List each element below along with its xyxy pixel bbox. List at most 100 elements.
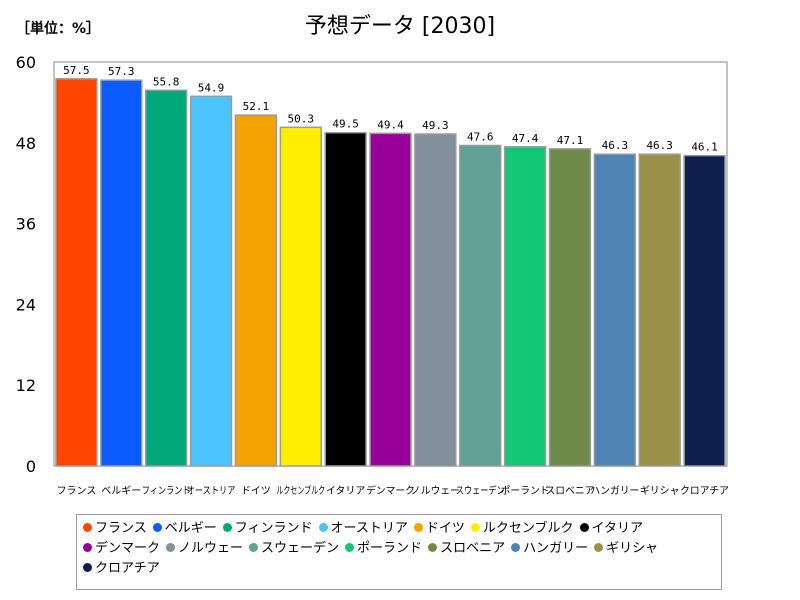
bar xyxy=(100,79,143,467)
bar xyxy=(503,146,547,467)
y-tick-label: 0 xyxy=(26,457,36,476)
legend-item: スロベニア xyxy=(428,539,505,559)
legend-marker xyxy=(579,523,589,532)
bar xyxy=(279,126,322,467)
bar-series xyxy=(55,78,726,467)
legend-item: スウェーデン xyxy=(249,539,339,559)
legend-label: ベルギー xyxy=(164,521,217,536)
y-tick-label: 48 xyxy=(16,134,36,153)
bar xyxy=(189,95,233,467)
legend-item: イタリア xyxy=(579,519,643,539)
bar-chart: 0 12 24 36 48 60 57.5 57.3 55.8 54.9 52.1 50.3 49.5… xyxy=(16,53,729,497)
data-label: 55.8 xyxy=(153,75,180,88)
x-tick-label: イタリア xyxy=(326,485,366,497)
legend-item: フィンランド xyxy=(222,519,313,539)
legend-item: デンマーク xyxy=(83,539,160,559)
legend-label: ポーランド xyxy=(357,541,423,556)
legend-marker xyxy=(83,563,92,572)
legend-label: ドイツ xyxy=(425,521,465,536)
bar xyxy=(683,154,726,467)
legend-label: スロベニア xyxy=(440,541,506,556)
legend-marker xyxy=(511,543,521,552)
data-label: 46.1 xyxy=(691,141,718,154)
legend-marker xyxy=(470,523,480,532)
legend-label: フィンランド xyxy=(234,521,313,536)
bar xyxy=(548,148,592,467)
legend-item: ルクセンブルク xyxy=(470,519,574,539)
unit-label: ［単位：%］ xyxy=(16,21,101,37)
x-tick-label: デンマーク xyxy=(366,484,415,497)
legend-marker xyxy=(594,543,604,552)
x-tick-label: ポーランド xyxy=(501,485,550,497)
legend-label: ギリシャ xyxy=(606,541,659,556)
data-label: 47.6 xyxy=(467,130,494,143)
bar xyxy=(414,133,457,467)
data-label: 54.9 xyxy=(198,81,225,94)
legend-item: ベルギー xyxy=(152,519,217,539)
legend-marker xyxy=(345,543,355,552)
bar xyxy=(234,114,278,467)
legend-marker xyxy=(222,523,232,532)
legend-label: クロアチア xyxy=(95,561,160,576)
data-label: 49.4 xyxy=(377,118,404,131)
x-tick-label: ルクセンブルク xyxy=(276,484,325,497)
x-tick-label: フランス xyxy=(57,485,97,497)
x-tick-label: ベルギー xyxy=(101,485,141,497)
legend-item: ノルウェー xyxy=(166,539,243,559)
legend-label: ルクセンブルク xyxy=(482,521,574,536)
legend-label: デンマーク xyxy=(95,541,161,556)
chart-title: 予想データ [2030] xyxy=(304,14,496,39)
x-tick-label: ドイツ xyxy=(241,486,271,497)
data-label: 57.3 xyxy=(108,65,135,78)
data-label: 50.3 xyxy=(288,112,315,125)
legend-marker xyxy=(413,523,423,532)
x-tick-label: ギリシャ xyxy=(640,485,680,497)
legend-marker xyxy=(318,523,328,532)
bar xyxy=(144,89,188,467)
legend-marker xyxy=(249,543,259,552)
legend-item: ギリシャ xyxy=(594,539,658,559)
legend-item: ドイツ xyxy=(413,519,465,539)
legend-label: ノルウェー xyxy=(178,541,244,556)
x-tick-label: クロアチア xyxy=(680,485,729,497)
bar xyxy=(638,153,681,467)
legend-label: スウェーデン xyxy=(261,541,340,556)
data-label: 46.3 xyxy=(602,139,629,152)
data-label: 47.1 xyxy=(557,134,584,147)
legend-item: ポーランド xyxy=(345,539,422,559)
legend-marker xyxy=(83,523,92,532)
y-tick-label: 60 xyxy=(16,53,36,72)
bar xyxy=(369,132,412,467)
bar xyxy=(55,78,98,467)
legend-item: クロアチア xyxy=(83,559,160,579)
x-tick-label: フィンランド xyxy=(142,485,191,497)
legend-label: オーストリア xyxy=(330,521,408,536)
y-tick-label: 12 xyxy=(16,376,36,395)
y-tick-label: 36 xyxy=(16,215,36,234)
legend-marker xyxy=(152,523,162,532)
x-tick-label: オーストリア xyxy=(187,485,236,497)
data-label: 49.5 xyxy=(332,118,359,131)
legend-label: イタリア xyxy=(591,521,643,536)
x-tick-label: ハンガリー xyxy=(590,485,639,497)
x-tick-label: スロベニア xyxy=(546,485,595,497)
y-axis: 0 12 24 36 48 60 xyxy=(16,53,36,476)
legend-item: ハンガリー xyxy=(511,539,588,559)
legend-marker xyxy=(83,543,92,552)
legend-item: フランス xyxy=(83,519,147,539)
legend-item: オーストリア xyxy=(318,519,408,539)
data-label: 49.3 xyxy=(422,119,449,132)
legend: フランス ベルギー フィンランド オーストリア ドイツ ルクセンブルク イタリアデンマーク ノ… xyxy=(76,514,722,590)
bar xyxy=(593,153,637,467)
x-tick-label: スウェーデン xyxy=(456,484,505,497)
bar xyxy=(459,144,502,467)
legend-label: ハンガリー xyxy=(523,541,589,556)
value-labels: 57.5 57.3 55.8 54.9 52.1 50.3 49.5 49.4 49.3 47.6… xyxy=(63,64,718,154)
x-tick-label: ノルウェー xyxy=(411,485,460,497)
bar xyxy=(324,131,367,467)
legend-marker xyxy=(166,543,176,552)
data-label: 46.3 xyxy=(646,139,673,152)
y-tick-label: 24 xyxy=(16,295,36,314)
legend-marker xyxy=(428,543,438,552)
